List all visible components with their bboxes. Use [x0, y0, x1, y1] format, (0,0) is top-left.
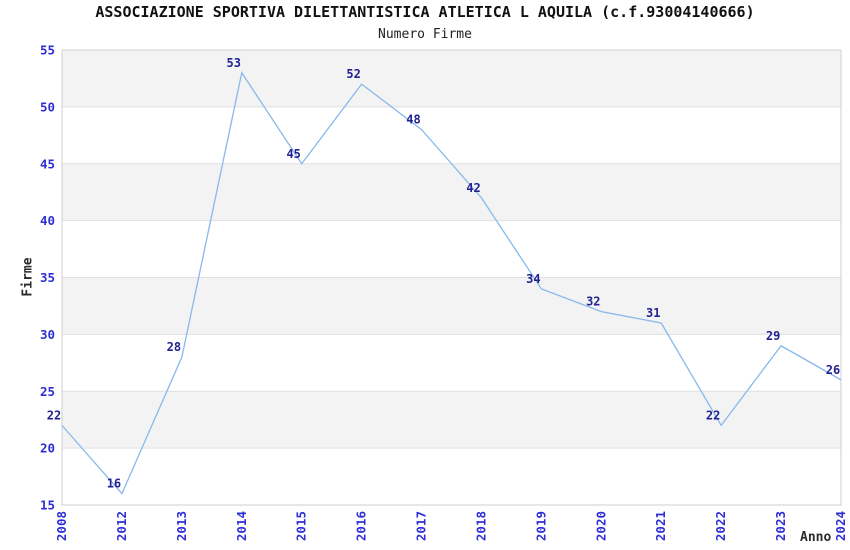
- point-label: 32: [586, 295, 600, 309]
- x-tick-label: 2019: [533, 511, 548, 541]
- x-tick-label: 2015: [294, 511, 309, 541]
- plot-band: [62, 50, 841, 107]
- y-tick-label: 50: [40, 99, 55, 114]
- point-label: 42: [466, 181, 480, 195]
- x-tick-label: 2020: [593, 511, 608, 541]
- point-label: 34: [526, 272, 540, 286]
- x-axis-label: Anno: [800, 530, 832, 545]
- plot-border: [61, 49, 842, 506]
- point-label: 45: [286, 147, 300, 161]
- x-tick-label: 2016: [354, 511, 369, 541]
- point-label: 26: [826, 363, 840, 377]
- plot-band: [62, 334, 841, 392]
- point-label: 28: [167, 340, 181, 354]
- point-label: 16: [107, 477, 121, 491]
- x-tick-label: 2012: [114, 511, 129, 541]
- plot-band: [62, 220, 841, 278]
- x-tick-label: 2023: [773, 511, 788, 541]
- point-label: 31: [646, 306, 660, 320]
- plot-band: [62, 391, 841, 449]
- point-label: 48: [406, 113, 420, 127]
- point-label: 22: [706, 408, 720, 422]
- point-label: 29: [766, 329, 780, 343]
- point-label: 52: [346, 67, 360, 81]
- x-tick-label: 2014: [234, 511, 249, 541]
- x-tick-label: 2017: [414, 511, 429, 541]
- plot-band: [62, 106, 841, 164]
- y-tick-label: 25: [40, 384, 55, 399]
- y-tick-label: 15: [40, 498, 55, 513]
- x-tick-label: 2013: [174, 511, 189, 541]
- y-tick-label: 30: [40, 327, 55, 342]
- x-tick-label: 2022: [713, 511, 728, 541]
- point-label: 22: [47, 408, 61, 422]
- chart-title: ASSOCIAZIONE SPORTIVA DILETTANTISTICA AT…: [95, 3, 755, 21]
- chart-subtitle: Numero Firme: [378, 27, 472, 42]
- plot-band: [62, 277, 841, 335]
- y-tick-label: 20: [40, 441, 55, 456]
- x-tick-label: 2018: [473, 511, 488, 541]
- x-tick-label: 2008: [54, 511, 69, 541]
- plot-band: [62, 448, 841, 505]
- y-tick-label: 45: [40, 156, 55, 171]
- data-line: [61, 71, 842, 495]
- plot-band: [62, 163, 841, 221]
- point-label: 53: [227, 56, 241, 70]
- x-tick-label: 2021: [653, 511, 668, 541]
- y-tick-label: 35: [40, 270, 55, 285]
- y-tick-label: 55: [40, 43, 55, 58]
- x-tick-label: 2024: [833, 511, 848, 541]
- y-tick-label: 40: [40, 213, 55, 228]
